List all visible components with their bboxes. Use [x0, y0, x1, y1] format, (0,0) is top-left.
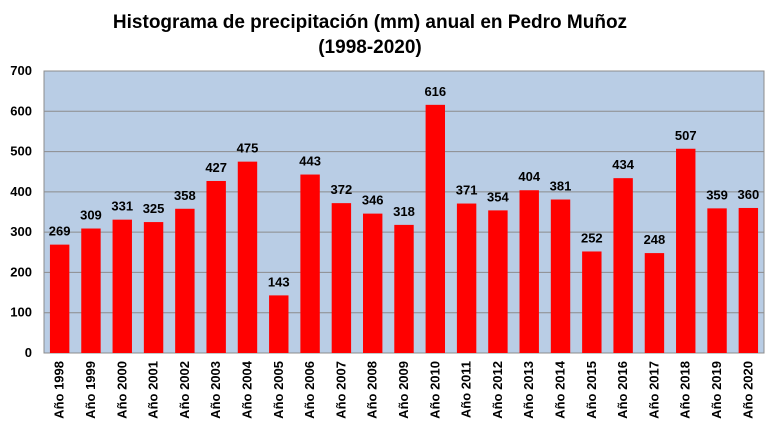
x-tick-label: Año 2014: [553, 360, 568, 419]
data-label: 372: [331, 182, 353, 197]
bar: [394, 224, 414, 353]
chart-title-line-2: (1998-2020): [318, 37, 422, 58]
bar: [300, 174, 320, 353]
bar: [331, 203, 352, 353]
data-label: 443: [299, 154, 321, 169]
bar: [49, 244, 70, 353]
bar: [676, 148, 696, 353]
data-label: 354: [487, 189, 509, 204]
x-tick-label: Año 2008: [365, 361, 380, 419]
data-label: 404: [518, 169, 540, 184]
x-axis-categories: Año 1998 Año 1999 Año 2000 Año 2001 Año 2002…: [52, 360, 756, 419]
data-label: 359: [706, 187, 728, 202]
x-tick-label: Año 1998: [52, 361, 67, 419]
y-tick-label: 600: [10, 103, 32, 118]
data-label: 318: [393, 204, 415, 219]
bar: [362, 213, 383, 353]
y-tick-label: 100: [10, 305, 32, 320]
data-labels: 269 309 331 325 358 427 475 143 443 372 346 318 616 3…: [49, 84, 759, 290]
x-tick-label: Año 2013: [521, 361, 536, 419]
x-tick-label: Año 2000: [114, 361, 129, 419]
x-tick-label: Año 2004: [239, 360, 254, 419]
data-label: 616: [424, 84, 446, 99]
bar: [707, 208, 727, 353]
bar: [237, 161, 258, 353]
x-tick-label: Año 2018: [678, 361, 693, 419]
data-label: 325: [143, 201, 165, 216]
y-tick-label: 500: [10, 144, 32, 159]
x-tick-label: Año 2001: [146, 361, 161, 419]
bar: [269, 295, 289, 353]
x-tick-label: Año 2011: [459, 361, 474, 418]
bar: [613, 178, 633, 353]
data-label: 381: [550, 179, 572, 194]
data-label: 358: [174, 188, 196, 203]
x-tick-label: Año 2010: [427, 361, 442, 419]
data-label: 475: [237, 141, 259, 156]
bar: [456, 203, 477, 353]
y-tick-label: 300: [10, 224, 32, 239]
data-label: 360: [737, 187, 759, 202]
bar: [143, 222, 164, 353]
x-tick-label: Año 2016: [615, 361, 630, 419]
bar: [738, 207, 759, 353]
x-tick-label: Año 2002: [177, 361, 192, 419]
data-label: 427: [205, 160, 227, 175]
grid-lines: [44, 110, 764, 314]
data-label: 371: [456, 183, 478, 198]
data-label: 252: [581, 230, 603, 245]
x-tick-label: Año 2007: [333, 361, 348, 419]
chart-title-line-1: Histograma de precipitación (mm) anual e…: [113, 12, 627, 33]
x-tick-label: Año 2003: [208, 361, 223, 419]
y-tick-label: 0: [25, 345, 32, 360]
data-label: 346: [362, 193, 384, 208]
bar: [488, 210, 508, 353]
data-label: 269: [49, 224, 71, 239]
bar: [550, 199, 571, 353]
y-tick-label: 200: [10, 264, 32, 279]
x-tick-label: Año 1999: [83, 361, 98, 419]
y-tick-label: 700: [10, 63, 32, 78]
data-label: 143: [268, 274, 290, 289]
data-label: 309: [80, 208, 102, 223]
data-label: 331: [111, 199, 133, 214]
x-tick-label: Año 2020: [740, 361, 755, 419]
bar: [206, 180, 226, 353]
x-tick-label: Año 2005: [271, 361, 286, 419]
bar: [175, 208, 195, 353]
data-label: 507: [675, 128, 697, 143]
bar: [425, 104, 446, 353]
bar: [582, 251, 602, 353]
x-tick-label: Año 2019: [709, 361, 724, 419]
bar: [644, 253, 665, 353]
bar: [81, 228, 101, 353]
bar: [519, 190, 539, 353]
bars: [49, 104, 759, 353]
x-tick-label: Año 2009: [396, 361, 411, 419]
x-tick-label: Año 2006: [302, 361, 317, 419]
data-label: 434: [612, 157, 634, 172]
y-axis-ticks: 0 100 200 300 400 500 600 700: [10, 63, 32, 360]
data-label: 248: [644, 232, 666, 247]
bar: [112, 219, 132, 353]
y-tick-label: 400: [10, 184, 32, 199]
x-tick-label: Año 2017: [646, 361, 661, 419]
x-tick-label: Año 2015: [584, 361, 599, 419]
x-tick-label: Año 2012: [490, 361, 505, 419]
